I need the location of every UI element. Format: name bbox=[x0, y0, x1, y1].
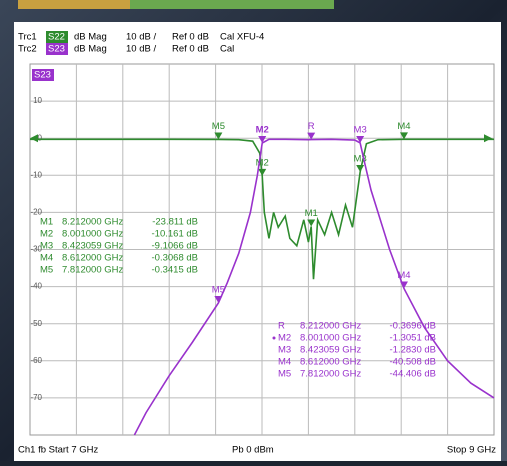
marker-table-y: -0.3068 dB bbox=[152, 253, 198, 264]
marker-triangle bbox=[307, 132, 316, 140]
marker-table-name: R bbox=[278, 321, 285, 332]
marker-table-x: 8.212000 GHz bbox=[300, 321, 362, 332]
marker-label: M2 bbox=[256, 157, 269, 168]
trace-param-box bbox=[46, 43, 68, 55]
marker-table-name: M5 bbox=[40, 265, 53, 276]
trace-scale: 10 dB / bbox=[126, 32, 156, 43]
marker-table-name: M2 bbox=[40, 229, 53, 240]
y-tick-label: -40 bbox=[30, 282, 42, 291]
y-tick-label: 0 bbox=[38, 133, 43, 142]
marker-triangle bbox=[214, 295, 223, 303]
marker-table-name: M2 bbox=[278, 333, 291, 344]
marker-table-y: -44.406 dB bbox=[390, 369, 436, 380]
marker-table-x: 8.212000 GHz bbox=[62, 217, 124, 228]
y-tick-label: 10 bbox=[33, 96, 42, 105]
marker-table-y: -9.1066 dB bbox=[152, 241, 198, 252]
trace-name: Trc2 bbox=[18, 44, 37, 55]
marker-table-name: M4 bbox=[40, 253, 53, 264]
trace-param: S22 bbox=[48, 32, 65, 43]
trace-line bbox=[30, 138, 494, 280]
trace-format: dB Mag bbox=[74, 44, 107, 55]
marker-table-x: 8.001000 GHz bbox=[300, 333, 362, 344]
marker-table-x: 8.001000 GHz bbox=[62, 229, 124, 240]
marker-label: M4 bbox=[397, 121, 410, 132]
marker-table-x: 7.812000 GHz bbox=[62, 265, 124, 276]
marker-table-y: -10.161 dB bbox=[152, 229, 198, 240]
y-tick-label: -50 bbox=[30, 319, 42, 328]
marker-table-y: -40.508 dB bbox=[390, 357, 436, 368]
marker-label: M3 bbox=[354, 124, 367, 135]
marker-triangle bbox=[258, 136, 267, 144]
marker-table-y: -0.3696 dB bbox=[390, 321, 436, 332]
footer-center: Pb 0 dBm bbox=[232, 445, 274, 456]
marker-table-x: 8.612000 GHz bbox=[62, 253, 124, 264]
marker-label: M5 bbox=[212, 121, 225, 132]
y-tick-label: -10 bbox=[30, 170, 42, 179]
active-trace-label: S23 bbox=[34, 70, 51, 81]
marker-table-y: -1.2830 dB bbox=[390, 345, 436, 356]
marker-triangle bbox=[356, 164, 365, 172]
marker-table-x: 8.423059 GHz bbox=[300, 345, 362, 356]
marker-table-name: M4 bbox=[278, 357, 291, 368]
active-trace-tag bbox=[32, 69, 54, 81]
marker-triangle bbox=[307, 219, 316, 227]
footer-right: Stop 9 GHz bbox=[447, 445, 496, 456]
trace-param: S23 bbox=[48, 44, 65, 55]
marker-label: M2 bbox=[256, 125, 269, 136]
y-tick-label: -30 bbox=[30, 245, 42, 254]
trace-param-box bbox=[46, 31, 68, 43]
marker-label: M3 bbox=[354, 154, 367, 165]
marker-triangle bbox=[258, 168, 267, 176]
marker-label: R bbox=[308, 121, 315, 132]
marker-triangle bbox=[399, 132, 408, 140]
marker-triangle bbox=[399, 281, 408, 289]
trace-name: Trc1 bbox=[18, 32, 37, 43]
marker-table-x: 8.612000 GHz bbox=[300, 357, 362, 368]
marker-label: M5 bbox=[212, 284, 225, 295]
marker-table-y: -23.811 dB bbox=[152, 217, 198, 228]
y-tick-label: -60 bbox=[30, 356, 42, 365]
marker-table-y: -1.3051 dB bbox=[390, 333, 436, 344]
instrument-screen bbox=[14, 22, 501, 461]
marker-label: M1 bbox=[305, 208, 318, 219]
trace-scale: 10 dB / bbox=[126, 44, 156, 55]
marker-label: M4 bbox=[397, 270, 410, 281]
marker-table-x: 7.812000 GHz bbox=[300, 369, 362, 380]
marker-triangle bbox=[214, 132, 223, 140]
y-tick-label: -70 bbox=[30, 393, 42, 402]
ref-arrow-left bbox=[30, 134, 38, 143]
marker-table-name: M5 bbox=[278, 369, 291, 380]
top-strip-green bbox=[130, 0, 334, 9]
marker-table-name: M3 bbox=[278, 345, 291, 356]
trace-ref: Ref 0 dB bbox=[172, 44, 209, 55]
y-tick-label: -20 bbox=[30, 208, 42, 217]
marker-triangle bbox=[356, 135, 365, 143]
marker-table-name: M1 bbox=[40, 217, 53, 228]
trace-cal: Cal bbox=[220, 44, 234, 55]
marker-table-y: -0.3415 dB bbox=[152, 265, 198, 276]
footer-left: Ch1 fb Start 7 GHz bbox=[18, 445, 99, 456]
trace-cal: Cal XFU-4 bbox=[220, 32, 264, 43]
ref-arrow-right bbox=[484, 134, 492, 143]
marker-table-x: 8.423059 GHz bbox=[62, 241, 124, 252]
trace-format: dB Mag bbox=[74, 32, 107, 43]
trace-ref: Ref 0 dB bbox=[172, 32, 209, 43]
marker-table-name: M3 bbox=[40, 241, 53, 252]
active-marker-dot bbox=[272, 336, 276, 340]
